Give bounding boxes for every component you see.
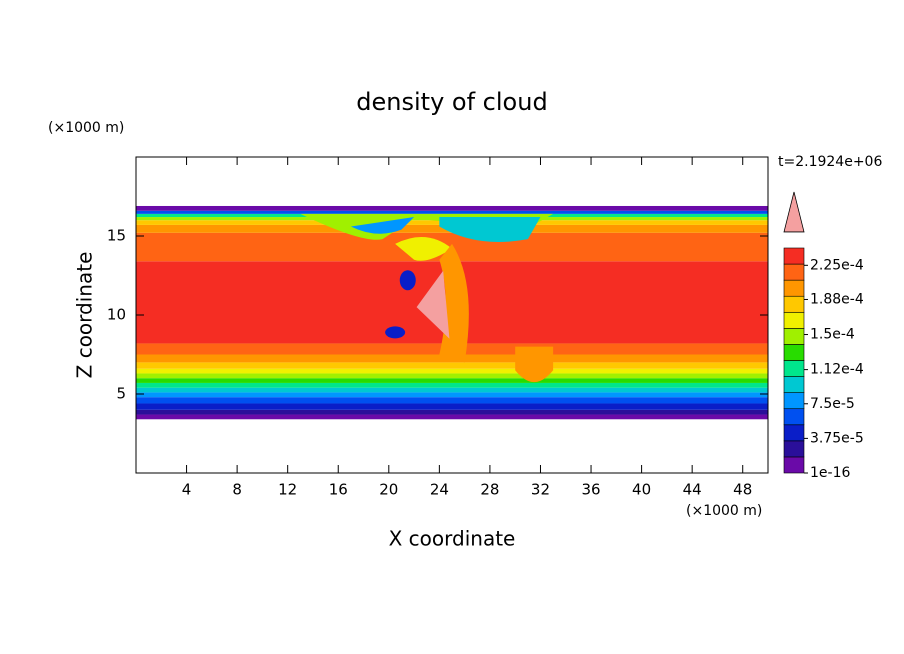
field-band (136, 205, 768, 211)
colorbar-box (783, 456, 805, 474)
x-tick-label: 16 (329, 481, 348, 499)
x-tick-label: 28 (480, 481, 499, 499)
colorbar-extend (783, 191, 805, 233)
field-band (136, 362, 768, 369)
field-band (136, 382, 768, 388)
colorbar-box (783, 279, 805, 297)
field-band (136, 368, 768, 374)
field-feature (439, 217, 541, 243)
field-feature (385, 326, 406, 339)
x-tick-label: 36 (581, 481, 600, 499)
x-tick-label: 8 (232, 481, 242, 499)
x-tick-label: 20 (379, 481, 398, 499)
x-tick-label: 4 (182, 481, 192, 499)
colorbar-box (783, 440, 805, 458)
colorbar-box (783, 311, 805, 329)
x-tick-label: 24 (430, 481, 449, 499)
y-tick-label: 5 (116, 385, 126, 403)
field-band (136, 210, 768, 214)
colorbar-tick-label: 7.5e-5 (810, 396, 855, 412)
colorbar-box (783, 424, 805, 442)
field-band (136, 414, 768, 420)
colorbar-box (783, 376, 805, 393)
colorbar-tick-label: 1.88e-4 (810, 291, 864, 307)
x-tick-label: 48 (733, 481, 752, 499)
field-band (136, 354, 768, 363)
x-tick-label: 32 (531, 481, 550, 499)
chart-title: density of cloud (356, 88, 547, 116)
x-tick-label: 44 (683, 481, 702, 499)
time-annotation: t=2.1924e+06 (778, 154, 882, 170)
colorbar-tick-label: 3.75e-5 (810, 430, 864, 446)
field (136, 205, 768, 420)
colorbar-box (783, 247, 805, 265)
colorbar-box (783, 392, 805, 410)
field-feature (350, 217, 415, 234)
colorbar-tick-label: 2.25e-4 (810, 257, 864, 273)
field-band (136, 392, 768, 398)
y-tick-label: 10 (107, 306, 126, 324)
colorbar-box (783, 328, 805, 345)
colorbar-box (783, 360, 805, 377)
field-band (136, 409, 768, 415)
y-tick-label: 15 (107, 227, 126, 245)
field-band (136, 387, 768, 393)
field-band (136, 378, 768, 383)
field-feature (515, 346, 554, 383)
colorbar-tick-label: 1e-16 (810, 465, 850, 481)
x-axis-label: X coordinate (389, 527, 516, 551)
colorbar-box (783, 344, 805, 361)
field-band (136, 397, 768, 404)
x-tick-label: 40 (632, 481, 651, 499)
colorbar-box (783, 408, 805, 426)
x-tick-label: 12 (278, 481, 297, 499)
field-feature (416, 270, 450, 339)
colorbar-box (783, 295, 805, 313)
field-band (136, 403, 768, 410)
y-unit: (×1000 m) (48, 120, 124, 136)
colorbar-tick-label: 1.5e-4 (810, 327, 855, 343)
field-feature (399, 270, 416, 291)
colorbar-tick-label: 1.12e-4 (810, 362, 864, 378)
y-axis-label: Z coordinate (73, 252, 97, 379)
field-band (136, 373, 768, 379)
field-feature (395, 237, 452, 261)
colorbar-box (783, 263, 805, 281)
x-unit: (×1000 m) (686, 503, 762, 519)
